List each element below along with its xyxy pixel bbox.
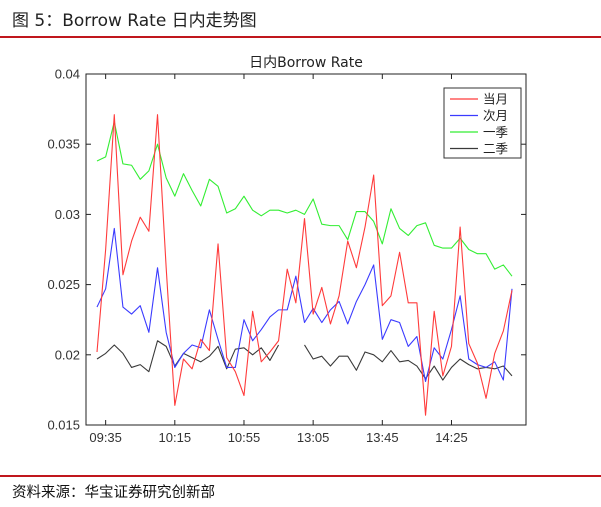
chart-title: 日内Borrow Rate [249,55,363,71]
series-line-1 [96,114,513,416]
x-tick-label: 10:55 [228,430,261,445]
x-tick-label: 14:25 [435,430,468,445]
legend-box [443,87,522,159]
series-lines [96,114,513,416]
y-tick-label: 0.015 [47,418,80,433]
legend-label: 次月 [483,108,508,123]
series-line-2 [96,227,513,383]
x-tick-label: 10:15 [159,430,192,445]
x-tick-label: 09:35 [89,430,122,445]
bottom-rule [0,475,601,477]
legend-label: 一季 [483,125,509,140]
y-tick-label: 0.025 [47,277,80,292]
y-tick-label: 0.02 [55,347,80,362]
x-axis: 09:35 10:15 10:55 13:05 13:45 14:25 [89,74,468,445]
x-tick-label: 13:05 [297,430,330,445]
y-tick-label: 0.04 [55,67,80,82]
y-tick-label: 0.03 [55,207,80,222]
y-tick-label: 0.035 [47,137,80,152]
y-axis: 0.015 0.02 0.025 0.03 0.035 0.04 [47,67,526,433]
series-line-3 [96,121,513,277]
legend-label: 二季 [483,141,509,156]
source-note: 资料来源：华宝证券研究创新部 [12,485,215,501]
x-tick-label: 13:45 [366,430,399,445]
figure-caption: 图 5：Borrow Rate 日内走势图 [12,11,257,31]
top-rule [0,36,601,38]
legend-label: 当月 [483,92,508,107]
